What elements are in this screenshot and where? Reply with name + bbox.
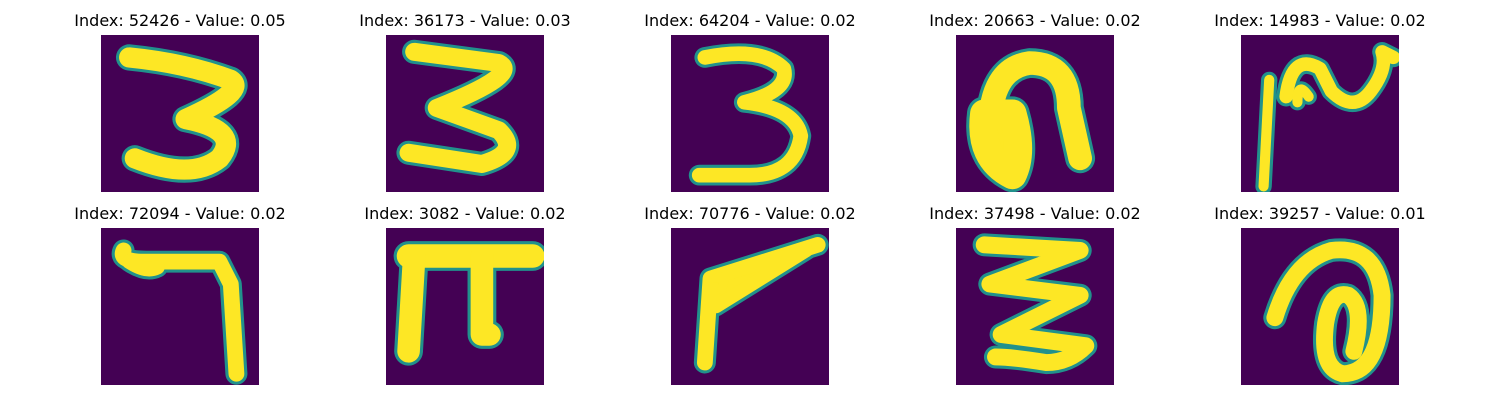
angle-stroke-icon <box>671 228 829 385</box>
glyph-stroke <box>119 47 245 180</box>
glyph-stroke <box>1258 74 1275 192</box>
arch-blob-icon <box>956 35 1114 192</box>
panel-title: Index: 3082 - Value: 0.02 <box>364 204 566 223</box>
image-panel: Index: 37498 - Value: 0.02 <box>885 193 1185 385</box>
glyph-stroke <box>397 244 426 363</box>
glyph-stroke <box>691 46 809 183</box>
image-panel: Index: 39257 - Value: 0.01 <box>1170 193 1470 385</box>
image-panel: Index: 36173 - Value: 0.03 <box>315 0 615 192</box>
glyph-stroke <box>975 236 1095 371</box>
glyph-stroke <box>978 51 1092 171</box>
image-panel: Index: 3082 - Value: 0.02 <box>315 193 615 385</box>
loop-curl-icon <box>1241 228 1399 385</box>
glyph-stroke <box>470 244 501 346</box>
panel-title: Index: 72094 - Value: 0.02 <box>74 204 286 223</box>
panel-title: Index: 36173 - Value: 0.03 <box>359 11 571 30</box>
glyph-stroke <box>1266 241 1391 383</box>
glyph-stroke <box>399 42 516 173</box>
glyph-stroke <box>969 99 1033 190</box>
zigzag-z-icon <box>956 228 1114 385</box>
panel-title: Index: 70776 - Value: 0.02 <box>644 204 856 223</box>
panel-title: Index: 64204 - Value: 0.02 <box>644 11 856 30</box>
pi-shape-icon <box>386 228 544 385</box>
glyph-stroke <box>121 254 165 277</box>
image-panel: Index: 14983 - Value: 0.02 <box>1170 0 1470 192</box>
digit-3-bold-icon <box>101 35 259 192</box>
image-panel: Index: 20663 - Value: 0.02 <box>885 0 1185 192</box>
digit-3-thin-icon <box>671 35 829 192</box>
panel-title: Index: 14983 - Value: 0.02 <box>1214 11 1426 30</box>
digit-3-zigzag-icon <box>386 35 544 192</box>
panel-title: Index: 39257 - Value: 0.01 <box>1214 204 1426 223</box>
glyph-stroke <box>1292 84 1314 108</box>
hook-seven-icon <box>101 228 259 385</box>
squiggle-stroke-icon <box>1241 35 1399 192</box>
image-panel: Index: 52426 - Value: 0.05 <box>30 0 330 192</box>
glyph-stroke <box>703 243 814 314</box>
glyph-stroke <box>711 272 729 295</box>
image-panel: Index: 70776 - Value: 0.02 <box>600 193 900 385</box>
glyph-stroke <box>1279 45 1399 109</box>
image-panel: Index: 72094 - Value: 0.02 <box>30 193 330 385</box>
panel-title: Index: 37498 - Value: 0.02 <box>929 204 1141 223</box>
panel-title: Index: 20663 - Value: 0.02 <box>929 11 1141 30</box>
image-panel: Index: 64204 - Value: 0.02 <box>600 0 900 192</box>
panel-title: Index: 52426 - Value: 0.05 <box>74 11 286 30</box>
